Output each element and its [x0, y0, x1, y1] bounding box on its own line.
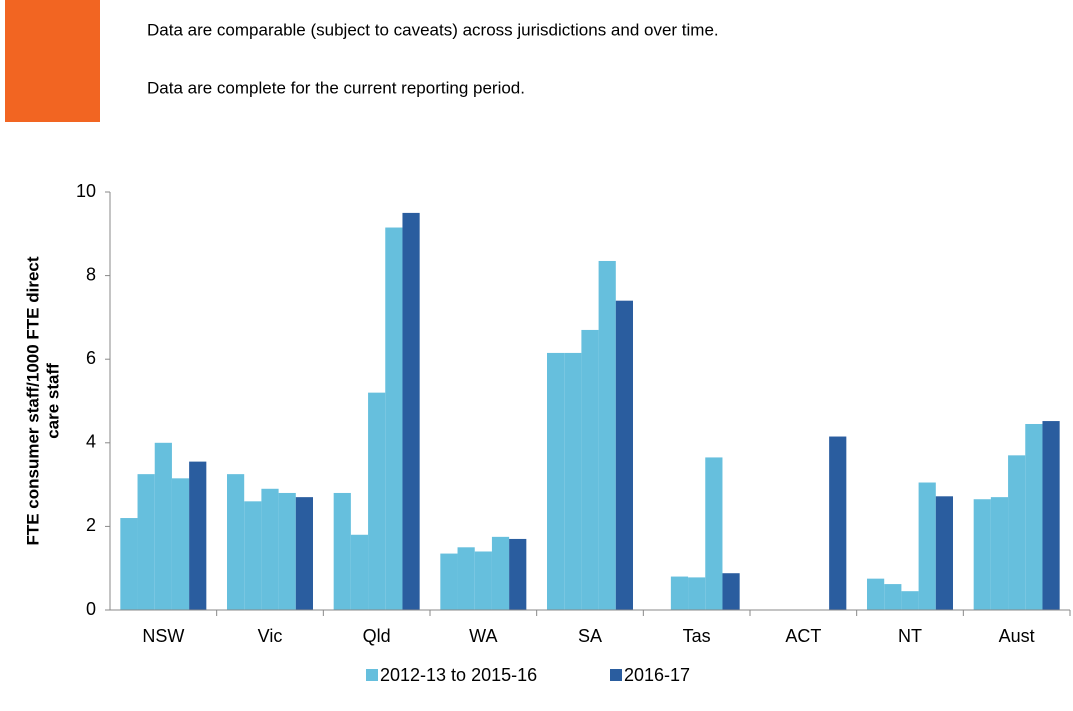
bar: [457, 547, 475, 610]
x-tick-label: NT: [898, 626, 922, 646]
bar: [547, 352, 565, 610]
bar: [171, 478, 190, 610]
bar: [973, 499, 991, 610]
y-tick-label: 10: [76, 181, 96, 201]
bar: [402, 212, 420, 610]
note: Data are comparable (subject to caveats)…: [147, 20, 719, 39]
x-tick-label: Tas: [683, 626, 711, 646]
bar: [368, 392, 386, 610]
bar: [244, 501, 262, 610]
bar: [295, 497, 313, 610]
bar: [901, 591, 919, 610]
bar: [918, 482, 936, 610]
bar: [829, 436, 847, 610]
bar: [564, 352, 582, 610]
legend-swatch: [366, 669, 378, 681]
bar: [1025, 423, 1043, 610]
x-tick-label: Aust: [999, 626, 1035, 646]
bar: [227, 474, 245, 610]
bar: [350, 534, 369, 610]
legend-swatch: [610, 669, 622, 681]
x-tick-label: ACT: [785, 626, 821, 646]
bar: [474, 551, 492, 610]
bar: [722, 573, 740, 610]
bar: [705, 457, 723, 610]
bar: [491, 536, 510, 610]
bar: [1008, 455, 1026, 610]
legend-label: 2012-13 to 2015-16: [380, 665, 537, 685]
bar: [261, 488, 279, 610]
bar: [867, 578, 885, 610]
bar: [333, 492, 351, 610]
note: Data are complete for the current report…: [147, 78, 525, 97]
bar: [688, 577, 706, 610]
legend-swatch-header: [5, 0, 100, 122]
x-tick-label: Qld: [363, 626, 391, 646]
bar: [137, 474, 155, 610]
y-tick-label: 4: [86, 432, 96, 452]
legend-label: 2016-17: [624, 665, 690, 685]
bar: [189, 461, 207, 610]
bar: [509, 538, 527, 610]
bar: [935, 496, 953, 610]
bar: [440, 553, 458, 610]
x-tick-label: WA: [469, 626, 497, 646]
bar: [1042, 421, 1060, 610]
y-axis-label: FTE consumer staff/1000 FTE direct: [23, 256, 42, 545]
bar: [385, 227, 403, 610]
y-axis-label: care staff: [43, 363, 62, 439]
bar: [120, 518, 138, 610]
x-tick-label: NSW: [142, 626, 184, 646]
bar: [598, 260, 616, 610]
bar: [615, 300, 633, 610]
bar: [884, 584, 902, 610]
x-tick-label: SA: [578, 626, 602, 646]
y-tick-label: 8: [86, 264, 96, 284]
bar: [278, 492, 296, 610]
bar: [990, 497, 1009, 610]
y-tick-label: 2: [86, 515, 96, 535]
bar: [154, 442, 172, 610]
y-tick-label: 6: [86, 348, 96, 368]
y-tick-label: 0: [86, 599, 96, 619]
bar: [581, 329, 599, 610]
bar: [670, 576, 689, 610]
x-tick-label: Vic: [258, 626, 283, 646]
